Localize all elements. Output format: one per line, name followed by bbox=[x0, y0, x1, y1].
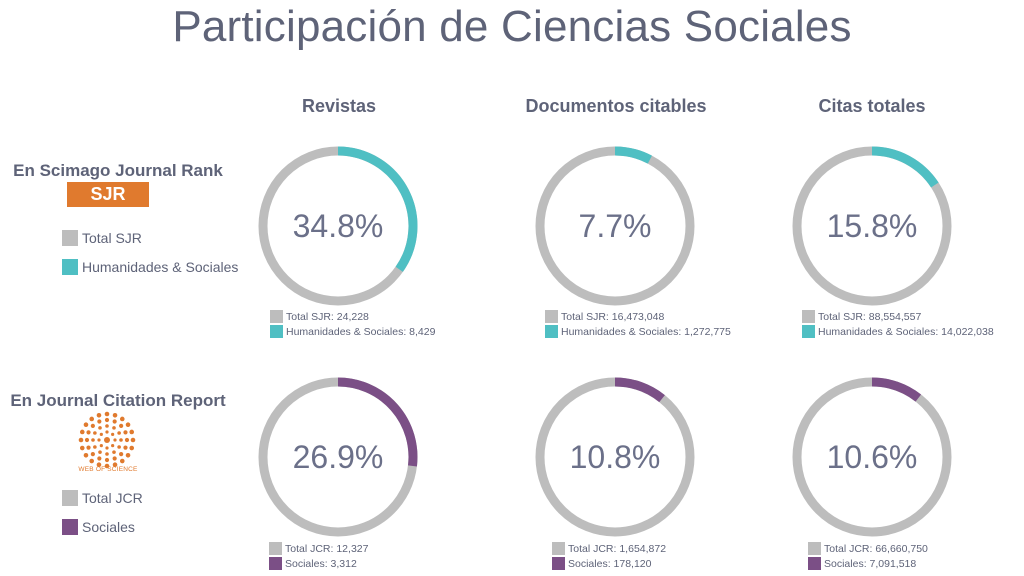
mini-legend-subset: Sociales: 3,312 bbox=[285, 558, 357, 570]
mini-legend-jcr-revistas: Total JCR: 12,327 Sociales: 3,312 bbox=[269, 541, 368, 571]
center-percentage: 34.8% bbox=[253, 141, 423, 311]
legend-swatch-gray bbox=[62, 490, 78, 506]
legend-swatch-teal bbox=[802, 325, 815, 338]
legend-swatch-teal bbox=[62, 259, 78, 275]
legend-swatch-purple bbox=[62, 519, 78, 535]
legend-label: Total SJR bbox=[82, 230, 142, 246]
column-header-documentos: Documentos citables bbox=[496, 96, 736, 117]
column-header-citas: Citas totales bbox=[752, 96, 992, 117]
web-of-science-logo bbox=[78, 411, 136, 473]
center-percentage: 7.7% bbox=[530, 141, 700, 311]
donut-chart-sjr-documentos: 7.7% bbox=[530, 141, 700, 311]
mini-legend-sjr-documentos: Total SJR: 16,473,048 Humanidades & Soci… bbox=[545, 309, 731, 339]
legend-swatch-teal bbox=[545, 325, 558, 338]
center-percentage: 10.6% bbox=[787, 372, 957, 542]
mini-legend-subset: Sociales: 178,120 bbox=[568, 558, 651, 570]
legend-swatch-gray bbox=[62, 230, 78, 246]
row-title-sjr: En Scimago Journal Rank bbox=[0, 161, 236, 181]
legend-swatch-purple bbox=[269, 557, 282, 570]
mini-legend-total: Total SJR: 88,554,557 bbox=[818, 311, 921, 323]
row-title-jcr: En Journal Citation Report bbox=[0, 391, 236, 411]
mini-legend-subset: Sociales: 7,091,518 bbox=[824, 558, 916, 570]
mini-legend-sjr-revistas: Total SJR: 24,228 Humanidades & Sociales… bbox=[270, 309, 435, 339]
mini-legend-subset: Humanidades & Sociales: 8,429 bbox=[286, 326, 435, 338]
legend-swatch-purple bbox=[552, 557, 565, 570]
legend-humanidades-sociales: Humanidades & Sociales bbox=[62, 259, 238, 275]
legend-swatch-gray bbox=[545, 310, 558, 323]
mini-legend-jcr-citas: Total JCR: 66,660,750 Sociales: 7,091,51… bbox=[808, 541, 928, 571]
mini-legend-total: Total JCR: 12,327 bbox=[285, 543, 368, 555]
legend-swatch-gray bbox=[808, 542, 821, 555]
mini-legend-subset: Humanidades & Sociales: 1,272,775 bbox=[561, 326, 731, 338]
legend-swatch-teal bbox=[270, 325, 283, 338]
donut-chart-jcr-citas: 10.6% bbox=[787, 372, 957, 542]
mini-legend-subset: Humanidades & Sociales: 14,022,038 bbox=[818, 326, 994, 338]
legend-total-jcr: Total JCR bbox=[62, 490, 143, 506]
legend-swatch-gray bbox=[552, 542, 565, 555]
legend-swatch-gray bbox=[269, 542, 282, 555]
legend-swatch-gray bbox=[270, 310, 283, 323]
donut-chart-sjr-citas: 15.8% bbox=[787, 141, 957, 311]
legend-swatch-gray bbox=[802, 310, 815, 323]
legend-swatch-purple bbox=[808, 557, 821, 570]
column-header-revistas: Revistas bbox=[219, 96, 459, 117]
page-title: Participación de Ciencias Sociales bbox=[0, 2, 1024, 52]
legend-total-sjr: Total SJR bbox=[62, 230, 142, 246]
legend-label: Humanidades & Sociales bbox=[82, 259, 238, 275]
sjr-logo: SJR bbox=[67, 182, 149, 207]
mini-legend-total: Total SJR: 16,473,048 bbox=[561, 311, 664, 323]
center-percentage: 10.8% bbox=[530, 372, 700, 542]
mini-legend-sjr-citas: Total SJR: 88,554,557 Humanidades & Soci… bbox=[802, 309, 994, 339]
legend-sociales: Sociales bbox=[62, 519, 135, 535]
mini-legend-total: Total SJR: 24,228 bbox=[286, 311, 369, 323]
center-percentage: 15.8% bbox=[787, 141, 957, 311]
legend-label: Sociales bbox=[82, 519, 135, 535]
legend-label: Total JCR bbox=[82, 490, 143, 506]
mini-legend-jcr-documentos: Total JCR: 1,654,872 Sociales: 178,120 bbox=[552, 541, 666, 571]
mini-legend-total: Total JCR: 1,654,872 bbox=[568, 543, 666, 555]
web-of-science-logo-text: WEB OF SCIENCE bbox=[60, 466, 156, 473]
donut-chart-sjr-revistas: 34.8% bbox=[253, 141, 423, 311]
donut-chart-jcr-documentos: 10.8% bbox=[530, 372, 700, 542]
mini-legend-total: Total JCR: 66,660,750 bbox=[824, 543, 928, 555]
center-percentage: 26.9% bbox=[253, 372, 423, 542]
donut-chart-jcr-revistas: 26.9% bbox=[253, 372, 423, 542]
